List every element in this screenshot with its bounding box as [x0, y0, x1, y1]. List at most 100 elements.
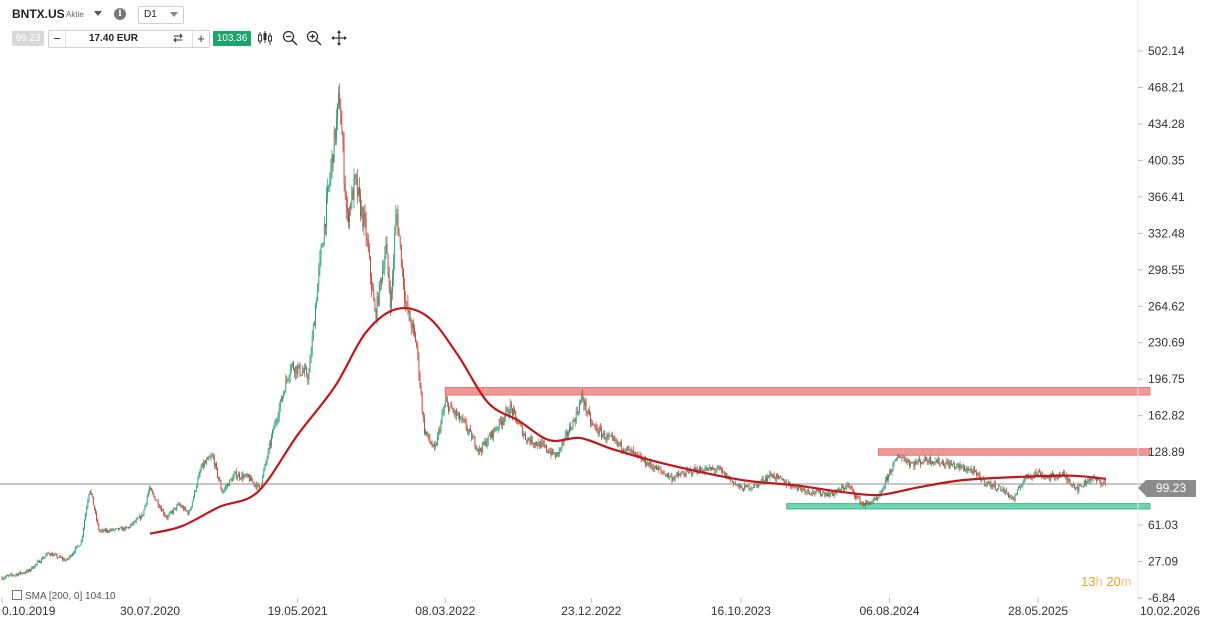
candle-body-889: [979, 474, 981, 479]
candle-body-64: [72, 554, 73, 557]
sell-price-button[interactable]: 99.23: [12, 31, 44, 46]
resistance-zone-1[interactable]: [877, 448, 1151, 456]
candle-body-323: [356, 179, 358, 196]
symbol-dropdown-icon[interactable]: [94, 11, 102, 16]
candle-body-979: [1078, 484, 1080, 492]
candle-body-12: [14, 574, 16, 576]
x-tick-label-3: 08.03.2022: [415, 604, 475, 618]
increase-button[interactable]: +: [192, 31, 209, 47]
candle-body-914: [1007, 493, 1008, 494]
candle-body-678: [747, 485, 749, 487]
candle-body-306: [338, 93, 339, 104]
candle-body-406: [448, 403, 449, 412]
candle-body-425: [469, 429, 470, 431]
zoom-in-icon[interactable]: [305, 29, 323, 47]
timeframe-select[interactable]: D1: [138, 6, 184, 24]
candle-body-651: [717, 466, 719, 470]
candle-body-137: [152, 491, 154, 494]
candle-body-773: [851, 488, 853, 490]
candle-body-182: [201, 462, 203, 468]
candle-body-61: [68, 557, 70, 559]
candle-body-464: [512, 408, 513, 416]
candle-body-557: [614, 438, 616, 441]
candle-body-822: [905, 461, 907, 464]
candle-body-867: [955, 466, 957, 468]
candle-body-882: [971, 470, 973, 474]
y-tick-label-4: 366.41: [1148, 190, 1185, 204]
quantity-input[interactable]: 17.40 EUR: [89, 33, 138, 44]
candle-body-223: [246, 474, 248, 477]
candle-body-437: [482, 442, 484, 452]
candle-body-109: [121, 527, 123, 531]
candle-body-128: [142, 514, 144, 516]
support-zone-2[interactable]: [786, 503, 1151, 510]
candle-body-352: [388, 273, 390, 290]
crosshair-icon[interactable]: [330, 29, 348, 47]
candle-body-876: [965, 470, 966, 472]
candle-body-974: [1073, 484, 1074, 486]
decrease-button[interactable]: −: [49, 31, 66, 47]
resistance-zone-0[interactable]: [444, 387, 1151, 396]
candle-body-24: [28, 569, 29, 572]
candlestick-type-icon[interactable]: [256, 29, 274, 47]
buy-price-button[interactable]: 103.36: [213, 31, 251, 46]
candle-body-353: [389, 289, 391, 308]
candle-body-885: [975, 470, 976, 473]
candle-body-739: [814, 493, 816, 494]
candle-body-647: [713, 468, 715, 470]
candle-body-600: [661, 470, 663, 473]
candle-body-526: [580, 400, 581, 404]
candle-body-813: [895, 459, 897, 460]
candle-body-847: [933, 461, 935, 464]
candle-body-303: [334, 129, 336, 140]
candle-body-861: [948, 462, 950, 468]
candle-body-424: [468, 430, 469, 432]
candle-body-515: [568, 433, 569, 436]
candle-body-664: [732, 480, 733, 482]
candle-body-956: [1053, 473, 1054, 475]
candle-body-373: [411, 323, 413, 329]
candle-body-90: [100, 530, 102, 532]
candle-body-636: [701, 470, 702, 471]
candle-body-637: [702, 470, 704, 473]
candle-body-504: [556, 453, 557, 458]
candle-body-156: [173, 508, 174, 513]
candle-body-846: [932, 462, 933, 464]
candle-body-536: [591, 423, 592, 424]
candle-body-389: [429, 439, 431, 442]
candle-body-575: [634, 452, 635, 453]
candle-body-497: [548, 451, 550, 454]
candle-body-573: [631, 450, 633, 454]
candle-body-419: [462, 417, 464, 420]
candle-body-159: [176, 505, 178, 510]
candle-body-923: [1016, 489, 1018, 495]
candle-body-222: [245, 474, 247, 476]
symbol-label[interactable]: BNTX.US: [12, 7, 65, 21]
info-icon[interactable]: i: [114, 8, 126, 20]
candle-body-848: [934, 461, 936, 463]
candle-body-814: [897, 457, 898, 460]
indicator-settings-icon[interactable]: [12, 590, 22, 600]
candle-body-54: [61, 557, 62, 559]
candle-body-129: [143, 509, 145, 516]
candle-body-856: [943, 462, 944, 466]
zoom-out-icon[interactable]: [281, 29, 299, 47]
candle-body-670: [738, 484, 740, 488]
candle-body-881: [970, 468, 972, 471]
candle-body-416: [459, 413, 460, 420]
candle-body-831: [915, 461, 917, 464]
candle-body-329: [363, 213, 365, 227]
candle-body-649: [715, 470, 717, 471]
candle-body-952: [1048, 476, 1050, 480]
candle-body-364: [402, 266, 403, 269]
swap-units-icon[interactable]: ⇄: [173, 31, 184, 45]
candle-body-999: [1100, 482, 1102, 485]
candle-body-593: [653, 468, 655, 470]
candle-body-270: [298, 364, 300, 367]
candle-body-280: [309, 358, 311, 373]
candle-body-67: [75, 547, 77, 552]
candle-body-126: [140, 516, 141, 519]
candle-body-735: [810, 493, 811, 495]
indicator-legend[interactable]: SMA [200, 0] 104.10: [12, 590, 116, 602]
